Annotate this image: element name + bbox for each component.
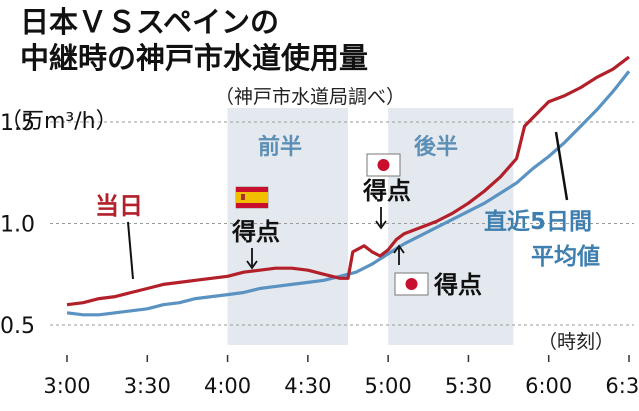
japan-goal-marker-2: 得点	[393, 244, 482, 299]
chart-title-line2: 中継時の神戸市水道使用量	[20, 41, 368, 75]
japan-goal-marker-1: 得点	[362, 153, 411, 230]
chart-source: （神戸市水道局調べ）	[215, 86, 405, 108]
half-shading-layer	[227, 108, 514, 345]
average-label-line1: 直近5日間	[484, 208, 592, 235]
x-tick-label: 3:30	[124, 374, 171, 398]
japan-flag-icon	[394, 272, 429, 296]
spain-goal-label: 得点	[231, 218, 280, 246]
gridlines	[50, 121, 634, 326]
today-series-label: 当日	[95, 192, 143, 220]
y-tick-label: 1.5	[0, 111, 35, 136]
x-tick-label: 3:00	[43, 374, 90, 398]
first-half-label: 前半	[258, 134, 302, 160]
series-line-today	[66, 55, 630, 307]
chart-title-line1: 日本ＶＳスペインの	[20, 5, 279, 39]
x-tick-label: 5:00	[365, 374, 412, 398]
second-half-label: 後半	[414, 134, 458, 160]
x-tick-label: 4:00	[204, 374, 251, 398]
japan-goal-label-2: 得点	[433, 271, 482, 299]
half-shading-2	[388, 108, 514, 345]
today-pointer	[127, 221, 134, 280]
series-layer	[66, 55, 631, 317]
y-tick-label: 1.0	[0, 213, 35, 238]
japan-flag-icon	[366, 153, 401, 177]
half-shading-1	[227, 108, 348, 345]
y-axis-ticks: 0.5 1.0 1.5	[0, 111, 35, 339]
spain-flag-icon	[235, 186, 269, 209]
x-axis-label: （時刻）	[538, 331, 614, 353]
x-tick-label: 4:30	[284, 374, 331, 398]
x-tick-label: 6:30	[605, 374, 639, 398]
japan-goal-label-1: 得点	[362, 177, 411, 205]
average-label-line2: 平均値	[531, 243, 600, 270]
x-tick-label: 5:30	[445, 374, 492, 398]
y-axis-label: （万m³/h）	[0, 109, 118, 134]
x-tick-label: 6:00	[525, 374, 572, 398]
spain-goal-marker: 得点	[231, 186, 280, 270]
x-axis-ticks: 3:00 3:30 4:00 4:30 5:00 5:30 6:00 6:30	[43, 355, 639, 398]
y-tick-label: 0.5	[0, 314, 35, 339]
average-pointer	[554, 131, 569, 201]
